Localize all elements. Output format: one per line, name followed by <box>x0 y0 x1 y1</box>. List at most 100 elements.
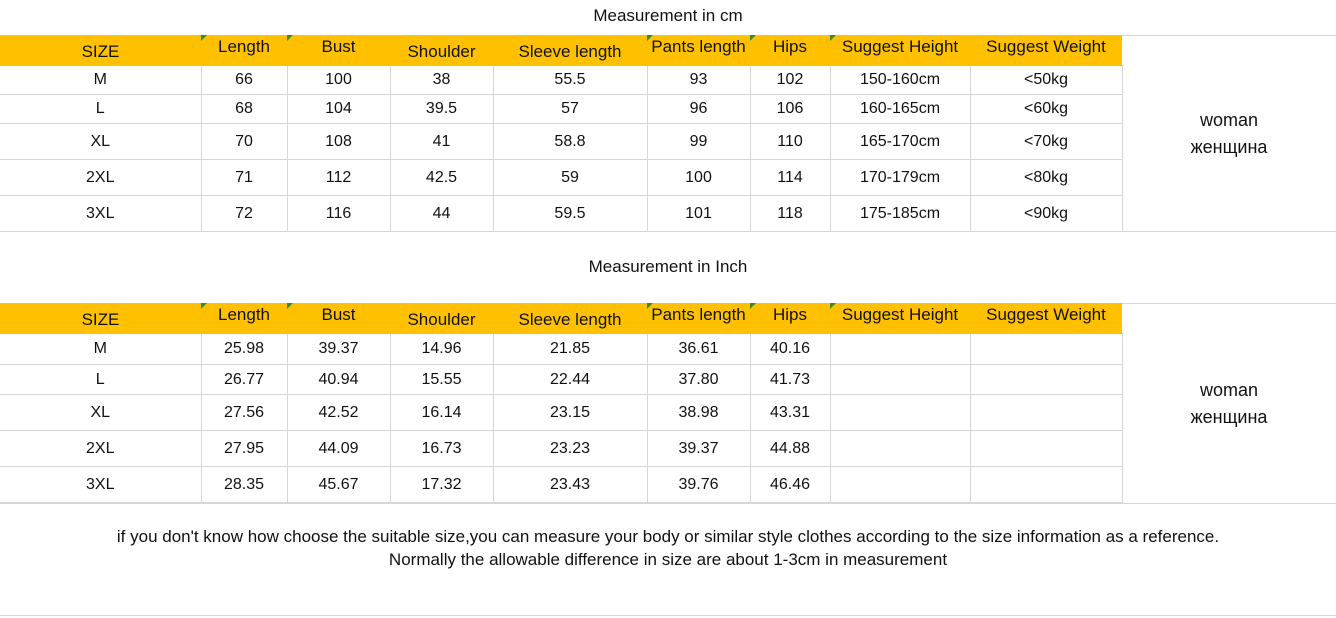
table-cell: 44 <box>390 195 494 232</box>
divider <box>0 503 1336 504</box>
table-cell: 23.43 <box>493 466 648 503</box>
table-cell: 108 <box>287 123 391 160</box>
inch-gender-label: woman женщина <box>1122 377 1336 431</box>
corner-marker-icon <box>830 35 836 41</box>
header-cell: Pants length <box>647 303 750 334</box>
table-cell: 44.88 <box>750 430 831 467</box>
table-cell <box>830 364 971 395</box>
table-header-row: SIZE Length Bust Shoulder Sleeve length … <box>0 35 1122 66</box>
table-cell: 41.73 <box>750 364 831 395</box>
header-cell: Sleeve length <box>493 35 647 66</box>
table-cell: 106 <box>750 94 831 124</box>
size-note-line-2: Normally the allowable difference in siz… <box>388 550 948 569</box>
table-cell: <80kg <box>970 159 1123 196</box>
table-cell: 46.46 <box>750 466 831 503</box>
header-cell: Length <box>201 303 287 334</box>
gender-label-ru: женщина <box>1190 137 1268 157</box>
header-cell: Shoulder <box>390 35 493 66</box>
table-cell: 40.94 <box>287 364 391 395</box>
table-cell: <70kg <box>970 123 1123 160</box>
cm-gender-label: woman женщина <box>1122 107 1336 161</box>
table-cell <box>970 466 1123 503</box>
table-cell <box>970 333 1123 365</box>
table-cell: 41 <box>390 123 494 160</box>
size-cell: XL <box>0 123 202 160</box>
table-cell: 101 <box>647 195 751 232</box>
table-cell: 17.32 <box>390 466 494 503</box>
table-cell: 39.5 <box>390 94 494 124</box>
table-cell: 39.37 <box>647 430 751 467</box>
corner-marker-icon <box>830 303 836 309</box>
table-cell: 55.5 <box>493 65 648 95</box>
table-cell: 100 <box>647 159 751 196</box>
table-cell <box>830 430 971 467</box>
table-cell: 165-170cm <box>830 123 971 160</box>
corner-marker-icon <box>287 35 293 41</box>
table-cell <box>830 394 971 431</box>
size-cell: L <box>0 364 202 395</box>
header-cell: Hips <box>750 35 830 66</box>
table-cell: 68 <box>201 94 288 124</box>
table-cell: 112 <box>287 159 391 196</box>
table-cell: 25.98 <box>201 333 288 365</box>
table-cell: 118 <box>750 195 831 232</box>
table-row: XL 27.56 42.52 16.14 23.15 38.98 43.31 <box>0 394 1123 431</box>
table-cell: 71 <box>201 159 288 196</box>
table-cell: 16.73 <box>390 430 494 467</box>
table-cell: 66 <box>201 65 288 95</box>
table-cell: 99 <box>647 123 751 160</box>
header-cell: Pants length <box>647 35 750 66</box>
table-cell: 72 <box>201 195 288 232</box>
table-row: 3XL 72 116 44 59.5 101 118 175-185cm <90… <box>0 195 1123 232</box>
table-cell: 42.5 <box>390 159 494 196</box>
table-cell: 57 <box>493 94 648 124</box>
size-cell: 2XL <box>0 159 202 196</box>
corner-marker-icon <box>201 35 207 41</box>
cm-section-title: Measurement in cm <box>593 6 743 25</box>
table-cell: 21.85 <box>493 333 648 365</box>
table-cell: 104 <box>287 94 391 124</box>
gender-label-ru: женщина <box>1190 407 1268 427</box>
table-cell: 160-165cm <box>830 94 971 124</box>
table-cell <box>970 394 1123 431</box>
table-row: M 66 100 38 55.5 93 102 150-160cm <50kg <box>0 65 1123 95</box>
table-cell: 93 <box>647 65 751 95</box>
table-cell: 175-185cm <box>830 195 971 232</box>
header-cell: Bust <box>287 35 390 66</box>
table-cell: 42.52 <box>287 394 391 431</box>
table-cell: 27.95 <box>201 430 288 467</box>
table-cell: 170-179cm <box>830 159 971 196</box>
inch-size-table: SIZE Length Bust Shoulder Sleeve length … <box>0 303 1123 503</box>
table-cell: 100 <box>287 65 391 95</box>
gender-label-en: woman <box>1199 110 1259 130</box>
table-cell: 40.16 <box>750 333 831 365</box>
size-note: if you don't know how choose the suitabl… <box>0 525 1336 571</box>
table-header-row: SIZE Length Bust Shoulder Sleeve length … <box>0 303 1122 334</box>
table-cell: 38 <box>390 65 494 95</box>
table-cell: 150-160cm <box>830 65 971 95</box>
table-cell: 36.61 <box>647 333 751 365</box>
size-cell: M <box>0 65 202 95</box>
table-cell: <50kg <box>970 65 1123 95</box>
table-cell: 39.37 <box>287 333 391 365</box>
size-cell: 3XL <box>0 466 202 503</box>
table-cell: 70 <box>201 123 288 160</box>
table-cell: <90kg <box>970 195 1123 232</box>
table-cell: 23.23 <box>493 430 648 467</box>
divider <box>0 615 1336 616</box>
table-cell: 28.35 <box>201 466 288 503</box>
size-cell: 3XL <box>0 195 202 232</box>
gender-label-en: woman <box>1199 380 1259 400</box>
table-cell: <60kg <box>970 94 1123 124</box>
table-row: XL 70 108 41 58.8 99 110 165-170cm <70kg <box>0 123 1123 160</box>
table-cell: 45.67 <box>287 466 391 503</box>
table-cell: 16.14 <box>390 394 494 431</box>
table-cell: 14.96 <box>390 333 494 365</box>
header-cell: SIZE <box>0 303 201 334</box>
header-cell: Hips <box>750 303 830 334</box>
corner-marker-icon <box>750 303 756 309</box>
table-cell: 44.09 <box>287 430 391 467</box>
table-cell: 110 <box>750 123 831 160</box>
table-cell <box>830 466 971 503</box>
table-cell: 102 <box>750 65 831 95</box>
